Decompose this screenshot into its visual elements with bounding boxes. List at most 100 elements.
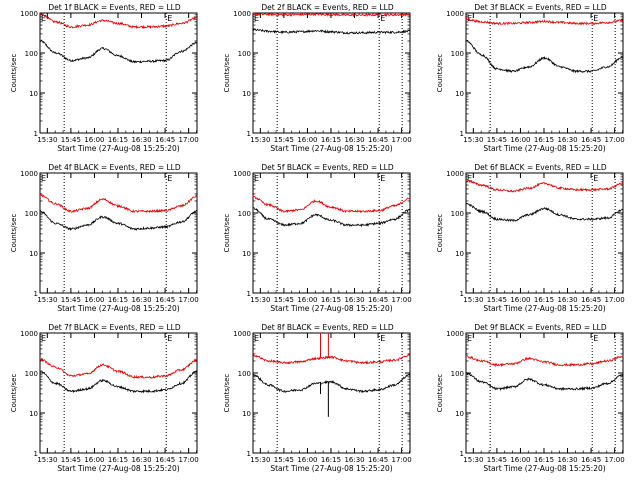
event-marker-label: E	[41, 174, 46, 183]
y-tick-label: 100	[25, 210, 38, 218]
x-tick-label: 16:45	[581, 456, 601, 464]
x-tick-label: 16:45	[155, 456, 175, 464]
x-tick-label: 15:45	[61, 136, 81, 144]
x-tick-label: 16:45	[368, 456, 388, 464]
chart-title: Det 7f BLACK = Events, RED = LLD	[48, 323, 181, 332]
x-axis-label: Start Time (27-Aug-08 15:25:20)	[57, 144, 179, 153]
x-tick-label: 15:45	[274, 136, 294, 144]
chart-title: Det 6f BLACK = Events, RED = LLD	[474, 163, 607, 172]
event-marker-label: E	[467, 174, 472, 183]
x-tick-label: 16:45	[581, 296, 601, 304]
plot-frame	[465, 172, 624, 294]
series-line-events	[39, 209, 198, 232]
x-axis-label: Start Time (27-Aug-08 15:25:20)	[270, 464, 392, 473]
y-tick-label: 1000	[233, 10, 251, 18]
x-tick-label: 17:00	[179, 136, 199, 144]
x-tick-label: 15:30	[37, 296, 57, 304]
x-tick-label: 16:30	[131, 296, 151, 304]
series-line-lld	[39, 13, 198, 30]
series-line-events	[465, 371, 624, 392]
series-line-events	[39, 369, 198, 394]
event-marker-label: E	[167, 174, 172, 183]
series-line-lld	[252, 353, 411, 365]
y-tick-label: 1	[247, 290, 251, 298]
event-marker-label: E	[380, 14, 385, 23]
x-tick-label: 15:30	[463, 296, 483, 304]
y-axis-label: Counts/sec	[436, 374, 444, 413]
x-tick-label: 16:30	[131, 456, 151, 464]
chart-title: Det 4f BLACK = Events, RED = LLD	[48, 163, 181, 172]
event-marker-label: E	[167, 334, 172, 343]
chart-title: Det 5f BLACK = Events, RED = LLD	[261, 163, 394, 172]
series-line-lld	[465, 178, 624, 193]
y-axis-label: Counts/sec	[223, 374, 231, 413]
y-tick-label: 1000	[233, 330, 251, 338]
y-tick-label: 1000	[446, 10, 464, 18]
plot-frame	[252, 332, 411, 454]
y-tick-label: 1000	[20, 330, 38, 338]
event-marker-label: E	[593, 334, 598, 343]
y-tick-label: 10	[455, 410, 464, 418]
x-tick-label: 16:45	[581, 136, 601, 144]
chart-panel-3: Det 3f BLACK = Events, RED = LLD 1 10 100 10…	[436, 3, 625, 153]
x-tick-label: 15:30	[37, 456, 57, 464]
event-marker-label: E	[380, 174, 385, 183]
plot-frame	[39, 172, 198, 294]
x-tick-label: 17:00	[605, 456, 625, 464]
y-tick-label: 1000	[446, 330, 464, 338]
x-tick-label: 16:15	[108, 456, 128, 464]
x-tick-label: 17:00	[392, 136, 412, 144]
chart-panel-5: Det 5f BLACK = Events, RED = LLD 1 10 100 10…	[223, 163, 412, 313]
series-line-lld	[465, 17, 624, 26]
x-tick-label: 16:30	[344, 136, 364, 144]
y-axis-label: Counts/sec	[223, 54, 231, 93]
x-tick-label: 16:00	[297, 296, 317, 304]
y-tick-label: 1	[34, 290, 38, 298]
y-tick-label: 100	[25, 50, 38, 58]
event-marker-label: E	[41, 334, 46, 343]
x-tick-label: 16:30	[557, 296, 577, 304]
event-marker-label: E	[467, 14, 472, 23]
x-tick-label: 17:00	[392, 296, 412, 304]
chart-title: Det 9f BLACK = Events, RED = LLD	[474, 323, 607, 332]
y-axis-label: Counts/sec	[223, 214, 231, 253]
y-tick-label: 10	[29, 410, 38, 418]
x-axis-label: Start Time (27-Aug-08 15:25:20)	[270, 144, 392, 153]
x-tick-label: 16:00	[510, 296, 530, 304]
event-marker-label: E	[167, 14, 172, 23]
y-axis-label: Counts/sec	[10, 374, 18, 413]
x-tick-label: 16:00	[297, 136, 317, 144]
y-axis-label: Counts/sec	[10, 214, 18, 253]
event-marker-label: E	[467, 334, 472, 343]
y-tick-label: 100	[451, 370, 464, 378]
y-tick-label: 1	[247, 450, 251, 458]
x-tick-label: 17:00	[179, 456, 199, 464]
series-line-events	[39, 39, 198, 64]
series-line-lld	[465, 355, 624, 368]
x-tick-label: 15:30	[250, 296, 270, 304]
x-tick-label: 16:15	[534, 296, 554, 304]
y-tick-label: 1000	[20, 10, 38, 18]
x-tick-label: 15:30	[37, 136, 57, 144]
y-tick-label: 10	[29, 90, 38, 98]
chart-title: Det 3f BLACK = Events, RED = LLD	[474, 3, 607, 12]
x-tick-label: 16:15	[108, 296, 128, 304]
event-marker-label: E	[41, 14, 46, 23]
y-tick-label: 100	[238, 50, 251, 58]
chart-panel-1: Det 1f BLACK = Events, RED = LLD 1 10 100 10…	[10, 3, 199, 153]
y-tick-label: 1	[34, 450, 38, 458]
event-marker-label: E	[593, 174, 598, 183]
y-axis-label: Counts/sec	[436, 54, 444, 93]
y-tick-label: 10	[455, 250, 464, 258]
chart-panel-2: Det 2f BLACK = Events, RED = LLD 1 10 100 10…	[223, 3, 412, 153]
x-tick-label: 17:00	[605, 296, 625, 304]
x-tick-label: 17:00	[605, 136, 625, 144]
y-tick-label: 1000	[446, 170, 464, 178]
y-tick-label: 10	[242, 90, 251, 98]
y-tick-label: 100	[238, 210, 251, 218]
y-axis-label: Counts/sec	[436, 214, 444, 253]
plot-frame	[252, 172, 411, 294]
series-line-events	[252, 207, 411, 228]
y-tick-label: 10	[455, 90, 464, 98]
